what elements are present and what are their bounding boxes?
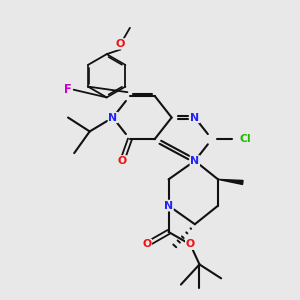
Text: O: O <box>142 239 152 249</box>
Text: N: N <box>108 112 117 122</box>
Text: N: N <box>164 201 173 211</box>
Text: O: O <box>118 156 127 166</box>
Text: Cl: Cl <box>239 134 251 144</box>
Text: O: O <box>186 239 195 249</box>
Polygon shape <box>218 179 243 184</box>
Text: F: F <box>64 83 72 96</box>
Text: N: N <box>190 112 200 122</box>
Text: O: O <box>116 39 125 49</box>
Text: N: N <box>190 156 200 166</box>
